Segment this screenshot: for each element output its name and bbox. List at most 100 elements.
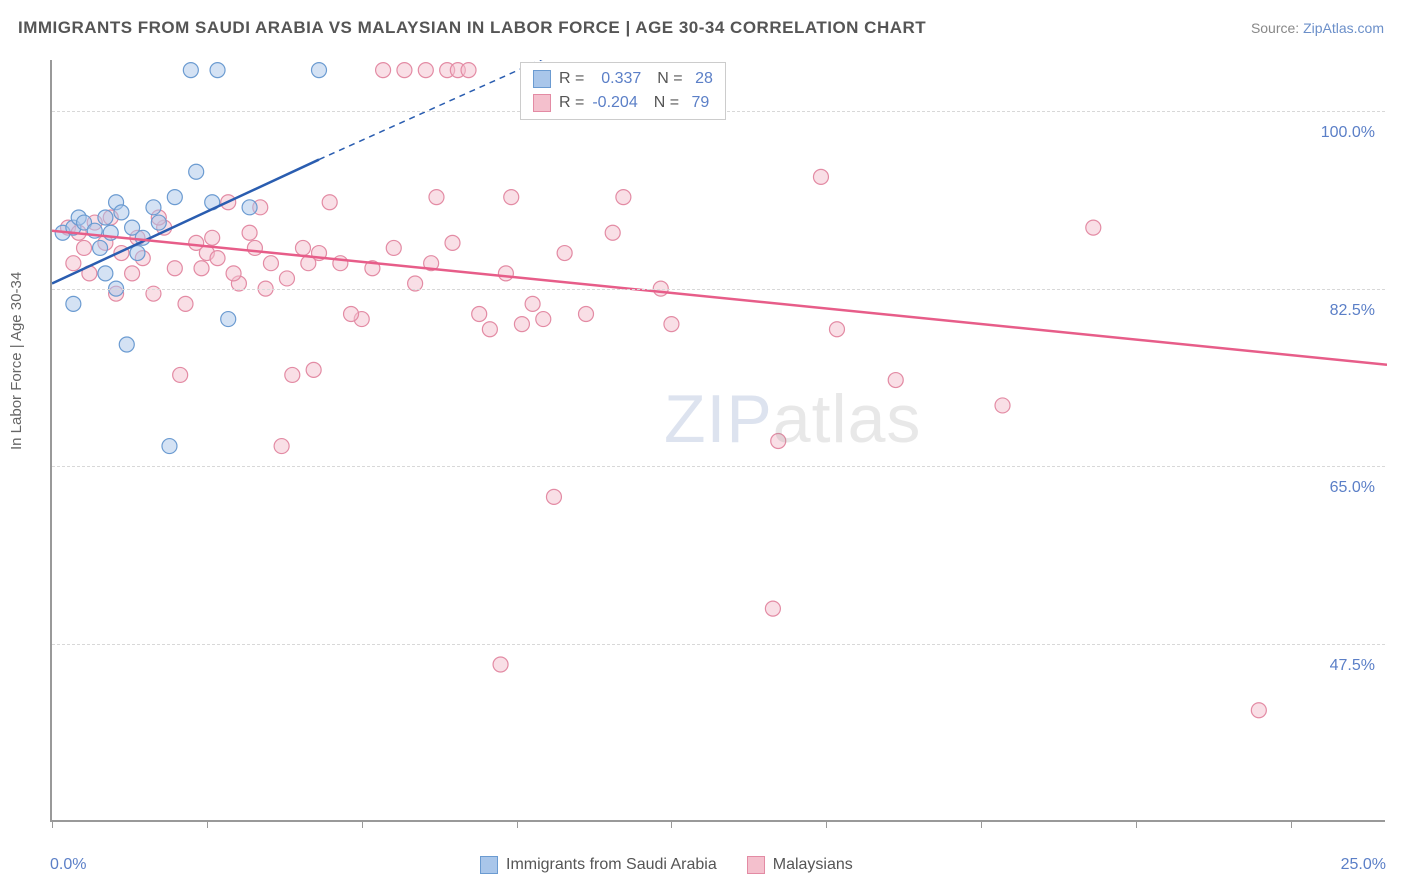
data-point <box>162 439 177 454</box>
gridline <box>52 466 1385 467</box>
x-tick <box>826 820 827 828</box>
swatch-saudi <box>480 856 498 874</box>
data-point <box>306 362 321 377</box>
data-point <box>498 266 513 281</box>
data-point <box>771 434 786 449</box>
data-point <box>376 63 391 78</box>
x-tick <box>1291 820 1292 828</box>
data-point <box>429 190 444 205</box>
data-point <box>130 246 145 261</box>
legend-stats-box: R = 0.337 N = 28R =-0.204 N = 79 <box>520 62 726 120</box>
x-tick <box>1136 820 1137 828</box>
data-point <box>194 261 209 276</box>
legend-stats-row: R = 0.337 N = 28 <box>533 67 713 91</box>
legend-swatch <box>533 94 551 112</box>
source-prefix: Source: <box>1251 20 1303 36</box>
y-axis-label: In Labor Force | Age 30-34 <box>8 272 25 450</box>
data-point <box>66 296 81 311</box>
legend-label-saudi: Immigrants from Saudi Arabia <box>506 856 717 874</box>
data-point <box>167 190 182 205</box>
data-point <box>445 235 460 250</box>
data-point <box>247 240 262 255</box>
data-point <box>221 312 236 327</box>
data-point <box>344 307 359 322</box>
data-point <box>995 398 1010 413</box>
data-point <box>77 240 92 255</box>
legend-item-malaysians: Malaysians <box>747 856 853 874</box>
n-value: 79 <box>687 94 709 112</box>
data-point <box>514 317 529 332</box>
x-tick <box>517 820 518 828</box>
y-tick-label: 100.0% <box>1321 124 1375 142</box>
gridline <box>52 289 1385 290</box>
data-point <box>386 240 401 255</box>
data-point <box>461 63 476 78</box>
data-point <box>285 367 300 382</box>
y-tick-label: 47.5% <box>1330 657 1375 675</box>
data-point <box>546 489 561 504</box>
r-value: 0.337 <box>592 70 641 88</box>
data-point <box>888 373 903 388</box>
trend-line <box>52 231 1387 365</box>
n-label: N = <box>657 70 682 88</box>
data-point <box>274 439 289 454</box>
data-point <box>813 169 828 184</box>
y-tick-label: 65.0% <box>1330 479 1375 497</box>
x-tick <box>52 820 53 828</box>
data-point <box>98 210 113 225</box>
data-point <box>183 63 198 78</box>
source-label: Source: ZipAtlas.com <box>1251 20 1384 36</box>
data-point <box>205 230 220 245</box>
r-value: -0.204 <box>592 94 637 112</box>
r-label: R = <box>559 94 584 112</box>
data-point <box>605 225 620 240</box>
x-tick <box>981 820 982 828</box>
data-point <box>167 261 182 276</box>
data-point <box>482 322 497 337</box>
data-point <box>210 63 225 78</box>
source-link[interactable]: ZipAtlas.com <box>1303 20 1384 36</box>
legend-stats-row: R = -0.204 N = 79 <box>533 91 713 115</box>
legend-swatch <box>533 70 551 88</box>
data-point <box>829 322 844 337</box>
y-tick-label: 82.5% <box>1330 302 1375 320</box>
data-point <box>504 190 519 205</box>
data-point <box>472 307 487 322</box>
data-point <box>322 195 337 210</box>
data-point <box>189 164 204 179</box>
x-tick <box>362 820 363 828</box>
x-axis-max-label: 25.0% <box>1341 856 1386 874</box>
data-point <box>579 307 594 322</box>
data-point <box>178 296 193 311</box>
data-point <box>98 266 113 281</box>
data-point <box>125 266 140 281</box>
data-point <box>242 200 257 215</box>
data-point <box>295 240 310 255</box>
data-point <box>664 317 679 332</box>
r-label: R = <box>559 70 584 88</box>
data-point <box>536 312 551 327</box>
data-point <box>210 251 225 266</box>
data-point <box>312 63 327 78</box>
data-point <box>616 190 631 205</box>
data-point <box>525 296 540 311</box>
data-point <box>146 200 161 215</box>
swatch-malaysians <box>747 856 765 874</box>
n-label: N = <box>654 94 679 112</box>
data-point <box>226 266 241 281</box>
chart-title: IMMIGRANTS FROM SAUDI ARABIA VS MALAYSIA… <box>18 18 926 38</box>
x-tick <box>671 820 672 828</box>
data-point <box>1086 220 1101 235</box>
data-point <box>66 256 81 271</box>
data-point <box>1251 703 1266 718</box>
data-point <box>418 63 433 78</box>
legend-label-malaysians: Malaysians <box>773 856 853 874</box>
n-value: 28 <box>691 70 713 88</box>
x-tick <box>207 820 208 828</box>
data-point <box>557 246 572 261</box>
x-axis-min-label: 0.0% <box>50 856 86 874</box>
data-point <box>114 205 129 220</box>
data-point <box>263 256 278 271</box>
data-point <box>151 215 166 230</box>
data-point <box>765 601 780 616</box>
